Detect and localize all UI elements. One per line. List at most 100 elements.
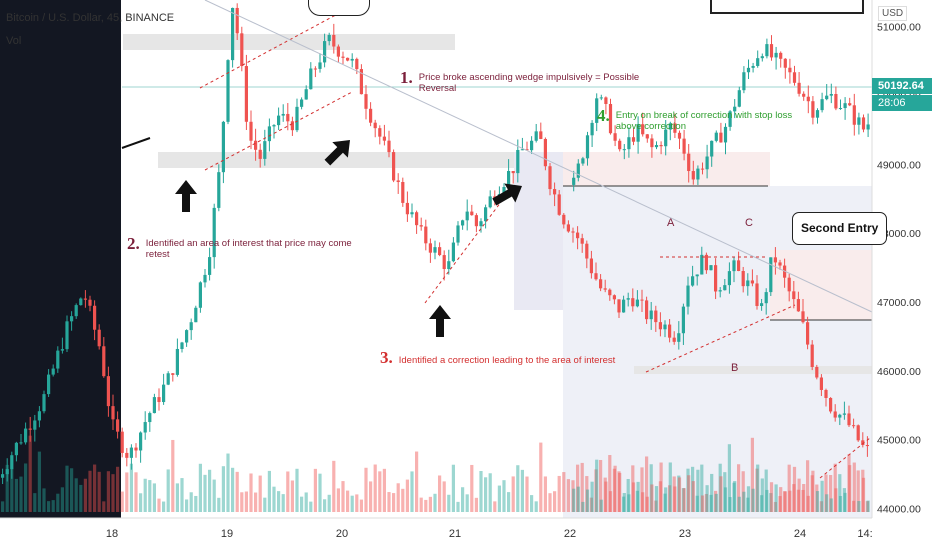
candle-volume-bar: [387, 492, 391, 512]
candle-volume-bar: [392, 493, 396, 512]
candle-volume-bar: [488, 473, 492, 512]
candle-body: [571, 231, 575, 233]
candle-volume-bar: [516, 465, 520, 512]
candle-body: [106, 376, 110, 407]
candle-volume-bar: [865, 501, 869, 512]
candle-volume-bar: [562, 472, 566, 512]
candle-body: [548, 166, 552, 190]
candle-volume-bar: [143, 478, 147, 512]
candle-volume-bar: [70, 468, 74, 512]
candle-body: [93, 305, 97, 330]
candle-volume-bar: [557, 475, 561, 512]
candle-body: [566, 224, 570, 232]
candle-body: [382, 136, 386, 141]
candle-volume-bar: [327, 494, 331, 512]
price-tick-label: 44000.00: [877, 504, 921, 516]
candle-upper-body: [806, 96, 810, 102]
candle-upper-volume-bar: [746, 486, 751, 512]
candle-upper-volume-bar: [572, 488, 576, 512]
candle-body: [97, 329, 101, 347]
candle-body: [24, 428, 28, 443]
candle-body: [838, 414, 842, 418]
time-tick-label: 24: [794, 528, 806, 540]
candle-volume-bar: [263, 497, 267, 512]
candle-volume-bar: [760, 495, 764, 512]
candle-volume-bar: [631, 465, 635, 512]
candle-volume-bar: [525, 476, 529, 512]
candle-volume-bar: [194, 495, 198, 512]
candle-volume-bar: [51, 500, 55, 512]
candle-volume-bar: [796, 489, 800, 512]
candle-volume-bar: [401, 488, 405, 512]
candle-body: [470, 211, 474, 216]
candle-upper-volume-bar: [677, 477, 682, 512]
candle-body: [102, 346, 106, 377]
candle-volume-bar: [824, 474, 828, 512]
candle-upper-body: [834, 93, 838, 109]
annotation-1-text: Price broke ascending wedge impulsively …: [418, 72, 640, 94]
candle-volume-bar: [79, 484, 83, 512]
price-tick-label: 46000.00: [877, 366, 921, 378]
price-tick-label: 51000.00: [877, 22, 921, 34]
candle-upper-body: [604, 97, 608, 104]
candle-body: [718, 290, 722, 292]
time-tick-label: 20: [336, 528, 348, 540]
candle-upper-volume-bar: [857, 501, 861, 512]
top-speech-bubble: [308, 0, 370, 16]
drawings: [121, 0, 873, 479]
candle-volume-bar: [474, 497, 478, 512]
candle-body: [824, 389, 828, 398]
candle-body: [401, 182, 405, 203]
candle-volume-bar: [608, 455, 612, 512]
candle-body: [208, 257, 212, 275]
annotation-1-number: 1.: [400, 68, 413, 87]
currency-badge[interactable]: USD: [878, 6, 908, 21]
candle-body: [65, 321, 69, 350]
candle-upper-volume-bar: [820, 480, 824, 512]
candle-upper-volume-bar: [654, 486, 659, 512]
candle-upper-body: [608, 103, 613, 134]
candle-volume-bar: [580, 462, 584, 512]
arrow-up-correction: [429, 305, 451, 337]
candle-body: [534, 131, 538, 141]
candle-upper-volume-bar: [636, 481, 640, 512]
candle-body: [677, 333, 681, 342]
candle-body: [0, 474, 5, 478]
candle-upper-body: [572, 177, 576, 185]
candle-upper-volume-bar: [751, 488, 755, 512]
candle-volume-bar: [396, 483, 400, 512]
candle-upper-body: [714, 132, 718, 141]
candle-volume-bar: [548, 493, 552, 512]
candle-volume-bar: [838, 474, 842, 512]
candle-volume-bar: [727, 444, 731, 512]
candle-volume-bar: [585, 476, 589, 512]
candle-volume-bar: [171, 439, 175, 512]
candle-body: [309, 68, 313, 90]
zone-b-line: [634, 366, 872, 374]
candle-volume-bar: [626, 478, 630, 512]
candle-body: [74, 305, 78, 317]
candle-body: [792, 291, 796, 300]
candle-volume-bar: [737, 464, 741, 512]
candle-volume-bar: [355, 494, 359, 512]
candle-volume-bar: [691, 466, 695, 512]
candle-body: [263, 141, 267, 159]
candle-body: [603, 288, 607, 290]
candle-body: [300, 99, 304, 107]
candle-upper-body: [613, 133, 617, 141]
candle-body: [787, 277, 791, 292]
candle-upper-volume-bar: [792, 466, 797, 512]
candle-body: [516, 149, 520, 174]
candle-upper-volume-bar: [613, 465, 617, 512]
candle-body: [387, 140, 391, 153]
candle-upper-body: [760, 56, 764, 59]
candle-body: [42, 394, 46, 412]
candle-volume-bar: [428, 496, 432, 512]
candle-body: [19, 442, 23, 444]
candle-volume-bar: [479, 471, 483, 512]
candle-upper-body: [737, 90, 741, 107]
candle-body: [51, 368, 55, 375]
candle-body: [286, 113, 290, 122]
candle-upper-volume-bar: [797, 478, 801, 512]
candle-body: [258, 149, 262, 159]
